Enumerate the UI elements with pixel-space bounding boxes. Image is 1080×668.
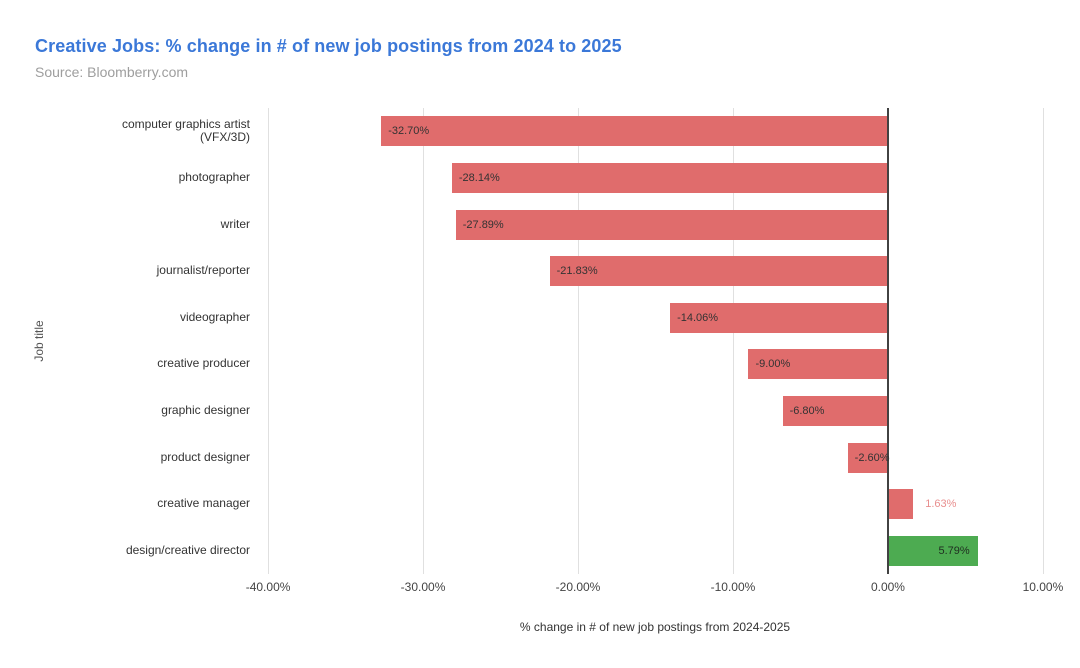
x-tick-label: 10.00%	[1022, 580, 1064, 594]
x-axis-tick-labels: -40.00% -30.00% -20.00% -10.00% 0.00% 10.00%	[246, 580, 1064, 596]
gridline	[423, 108, 425, 574]
category-label: creative manager	[157, 496, 250, 511]
bar-value-label: 5.79%	[938, 544, 970, 557]
x-tick-label: -10.00%	[710, 580, 756, 594]
category-label: writer	[220, 216, 250, 231]
gridline	[268, 108, 270, 574]
bar-photographer	[451, 162, 888, 193]
x-axis-title: % change in # of new job postings from 2…	[519, 620, 791, 634]
chart-title: Creative Jobs: % change in # of new job …	[35, 36, 622, 56]
category-label: graphic designer	[161, 402, 250, 417]
gridline	[1042, 108, 1044, 574]
bar-value-label: -2.60%	[854, 451, 890, 464]
gridline	[578, 108, 579, 574]
category-label: design/creative director	[125, 542, 250, 557]
bar-value-label: -6.80%	[789, 404, 825, 417]
x-tick-label: -20.00%	[555, 580, 601, 594]
bar-value-label: 1.63%	[925, 498, 957, 511]
bar-value-label: -32.70%	[388, 125, 430, 138]
category-label: computer graphics artist (VFX/3D)	[121, 116, 250, 145]
zero-axis-line	[886, 108, 889, 574]
bar-design-creative-director	[887, 535, 978, 566]
gridline	[732, 108, 734, 574]
bar-value-label: -27.89%	[462, 218, 504, 231]
bar-writer	[455, 209, 888, 240]
bar-videographer	[670, 302, 888, 333]
bar-value-label: -21.83%	[556, 265, 598, 278]
bar-value-label: -14.06%	[677, 311, 719, 324]
bar-creative-manager	[887, 489, 914, 520]
x-tick-label: 0.00%	[870, 580, 905, 594]
bar-product-designer	[847, 442, 888, 473]
category-label: creative producer	[157, 356, 250, 371]
category-label: videographer	[179, 309, 250, 324]
bar-value-label: -9.00%	[755, 358, 791, 371]
bar-computer-graphics-artist-vfx-3d-	[381, 116, 888, 147]
chart-subtitle: Source: Bloomberry.com	[35, 64, 189, 80]
bar-creative-producer	[748, 349, 888, 380]
bar-journalist-reporter	[549, 256, 888, 287]
bar-value-label: -28.14%	[458, 171, 500, 184]
category-labels-column: computer graphics artist (VFX/3D) photogr…	[0, 108, 250, 574]
bar-graphic-designer	[782, 395, 888, 426]
category-label: journalist/reporter	[156, 263, 250, 278]
plot-area: -32.70% -28.14% -27.89% -21.83% -14.06% -9.00…	[258, 108, 1053, 574]
x-tick-label: -40.00%	[245, 580, 291, 594]
category-label: product designer	[160, 449, 250, 464]
x-tick-label: -30.00%	[400, 580, 446, 594]
category-label: photographer	[178, 169, 250, 184]
